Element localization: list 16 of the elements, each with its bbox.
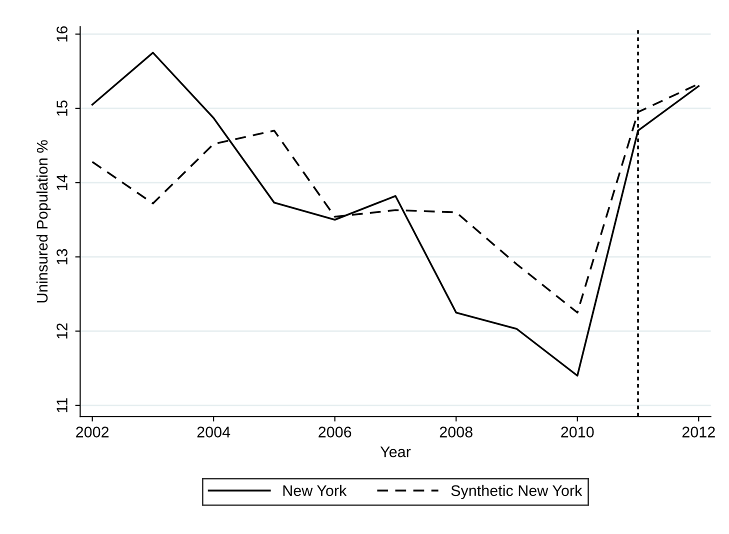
- y-axis-title: Uninsured Population %: [36, 140, 51, 302]
- y-tick-label: 13: [56, 249, 68, 264]
- legend-label: New York: [283, 484, 347, 496]
- y-tick-label: 11: [56, 398, 68, 412]
- x-axis-title: Year: [380, 446, 411, 458]
- y-tick-label: 12: [56, 323, 68, 338]
- y-tick-label: 14: [56, 174, 68, 190]
- x-tick-label: 2008: [440, 426, 472, 438]
- y-tick-label: 15: [56, 100, 68, 116]
- legend-label: Synthetic New York: [451, 484, 582, 500]
- x-tick-label: 2004: [197, 426, 230, 438]
- y-tick-label: 16: [56, 26, 68, 42]
- x-tick-label: 2012: [682, 426, 715, 438]
- x-tick-label: 2010: [561, 426, 594, 438]
- x-tick-label: 2006: [318, 426, 352, 438]
- x-tick-label: 2002: [76, 426, 109, 438]
